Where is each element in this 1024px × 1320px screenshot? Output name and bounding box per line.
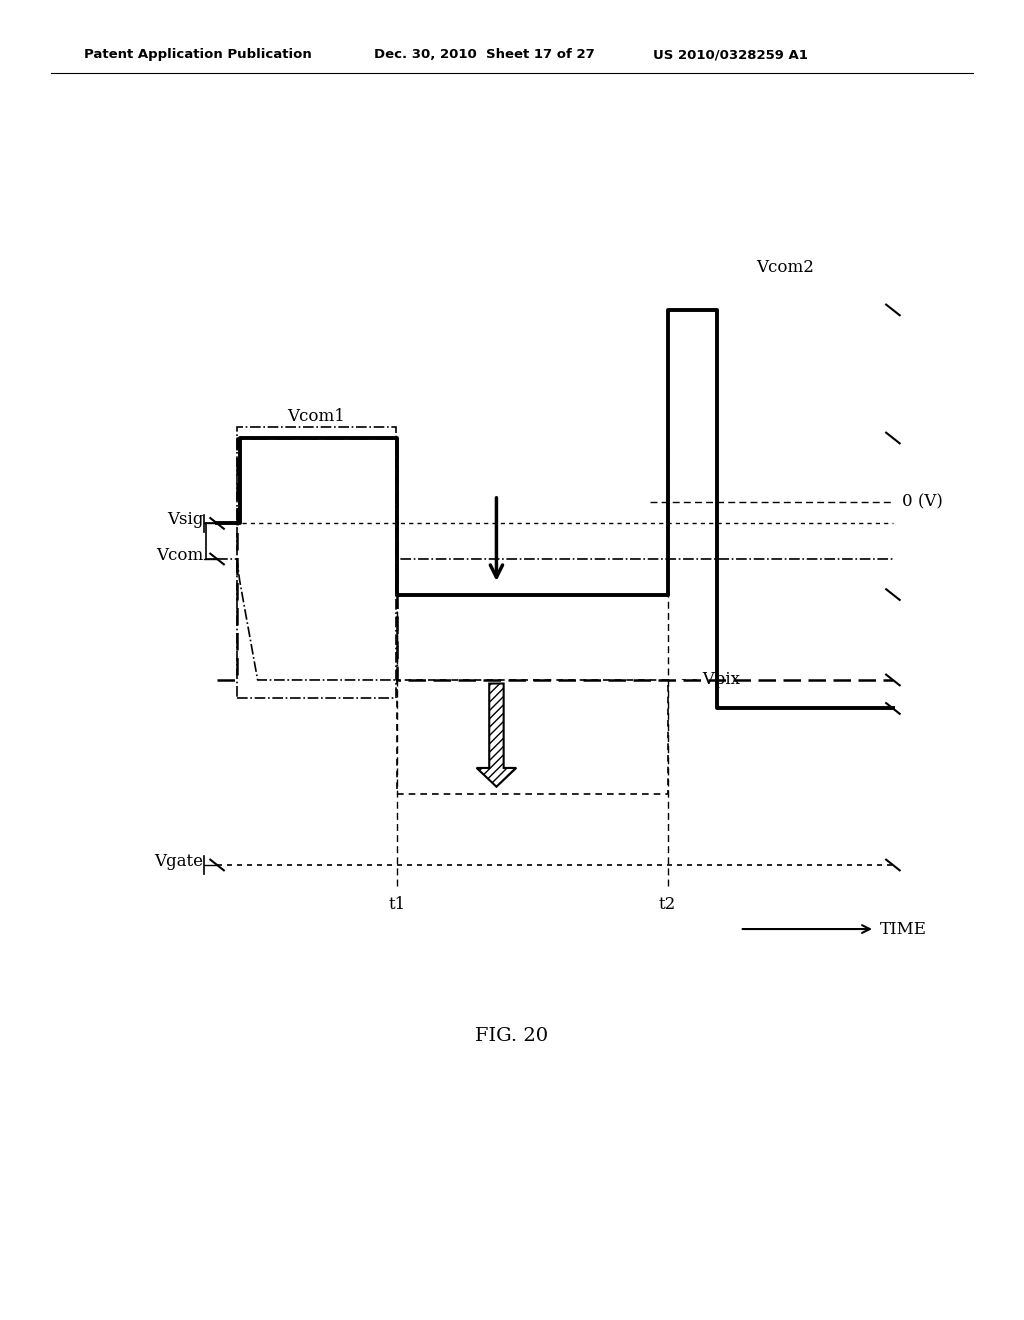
- Text: Vcom: Vcom: [157, 546, 204, 564]
- Text: FIG. 20: FIG. 20: [475, 1027, 549, 1045]
- Text: t2: t2: [659, 896, 676, 912]
- Bar: [397, 680, 668, 793]
- Text: US 2010/0328259 A1: US 2010/0328259 A1: [653, 48, 808, 61]
- Bar: [237, 428, 395, 698]
- Text: Vcom1: Vcom1: [288, 408, 345, 425]
- Text: TIME: TIME: [880, 920, 927, 937]
- Text: Vcom2: Vcom2: [756, 259, 814, 276]
- Text: Vsig: Vsig: [167, 511, 204, 528]
- Text: Patent Application Publication: Patent Application Publication: [84, 48, 311, 61]
- Text: t1: t1: [389, 896, 406, 912]
- Polygon shape: [476, 684, 516, 787]
- Text: 0 (V): 0 (V): [902, 494, 943, 511]
- Text: Dec. 30, 2010  Sheet 17 of 27: Dec. 30, 2010 Sheet 17 of 27: [374, 48, 595, 61]
- Text: - - Vpix: - - Vpix: [681, 672, 740, 689]
- Text: Vgate: Vgate: [155, 853, 204, 870]
